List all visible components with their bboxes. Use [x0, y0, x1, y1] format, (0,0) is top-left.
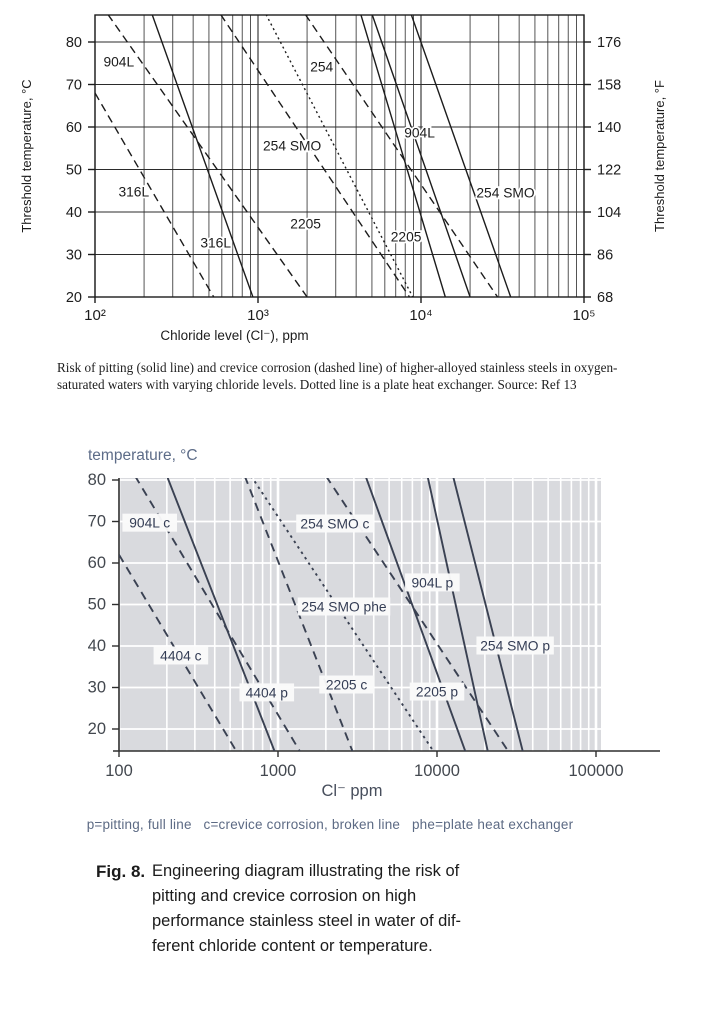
- series-254-smo-crevice: [304, 15, 499, 297]
- chart-title: temperature, °C: [88, 447, 198, 464]
- y-tick-label-right: 158: [597, 78, 621, 94]
- top-corrosion-chart: 80 176 70 158 60 140 50 122 40 104 30 86 20 68 10² 10³ 1…: [19, 14, 667, 343]
- y-tick-label: 20: [88, 720, 106, 738]
- label-chip: [122, 513, 178, 532]
- grid: [94, 15, 585, 298]
- top-caption-line1: Risk of pitting (solid line) and crevice…: [57, 360, 618, 375]
- line-label: 4404 c: [160, 648, 202, 663]
- y-tick-label-right: 104: [597, 205, 621, 221]
- series-group: [95, 15, 512, 297]
- x-tick-label: 100000: [568, 762, 623, 780]
- series-254-smo-plate-heat-exchanger: [265, 15, 414, 297]
- line-label: 904L p: [412, 575, 454, 590]
- series-316l-crevice: [95, 92, 215, 297]
- plot-border: [94, 14, 585, 298]
- line-label: 254: [310, 60, 333, 75]
- x-tick-label: 100: [105, 762, 133, 780]
- line-label: 4404 p: [246, 685, 289, 700]
- line-label: 2205: [391, 230, 422, 245]
- figure-caption-line: pitting and crevice corrosion on high: [152, 887, 417, 905]
- y-tick-label-right: 140: [597, 120, 621, 136]
- y-tick-label-right: 68: [597, 290, 613, 306]
- line-label: 2205 c: [326, 678, 368, 693]
- x-tick-label: 1000: [260, 762, 297, 780]
- y-tick-label: 70: [66, 78, 82, 94]
- line-label: 904L: [404, 125, 435, 140]
- series-254-smo-pitting: [410, 15, 512, 297]
- series-2205-crevice: [220, 15, 411, 297]
- line-label: 254 SMO: [263, 139, 322, 154]
- x-axis-title: Chloride level (Cl⁻), ppm: [160, 328, 308, 343]
- series-2205-pitting: [371, 15, 471, 297]
- line-label: 2205 p: [416, 685, 459, 700]
- x-tick-label: 10³: [247, 307, 269, 324]
- y-axis-title-left: Threshold temperature, °C: [19, 79, 34, 232]
- top-chart-caption: Risk of pitting (solid line) and crevice…: [57, 360, 663, 394]
- label-chip: [405, 573, 460, 592]
- label-chip: [476, 636, 554, 655]
- line-label: 254 SMO: [476, 185, 535, 200]
- series-904l-crevice: [107, 15, 308, 297]
- figure-caption-line: Engineering diagram illustrating the ris…: [152, 862, 460, 880]
- x-axis-title: Cl⁻ ppm: [322, 782, 383, 800]
- y-tick-label: 30: [88, 679, 106, 697]
- y-tick-label-right: 122: [597, 163, 621, 179]
- label-chip: [297, 597, 391, 616]
- y-tick-label: 40: [66, 205, 82, 221]
- figure-caption-text: Engineering diagram illustrating the ris…: [152, 859, 461, 959]
- line-label: 254 SMO phe: [301, 599, 386, 614]
- line-label: 316L: [118, 185, 149, 200]
- y-tick-label: 20: [66, 290, 82, 306]
- line-label: 2205: [290, 216, 321, 231]
- series-904l-c: [135, 478, 301, 751]
- top-caption-line2: saturated waters with varying chloride l…: [57, 376, 577, 392]
- y-tick-label: 60: [88, 554, 106, 572]
- y-axis-title-right: Threshold temperature, °F: [652, 80, 667, 232]
- figure-caption-line: performance stainless steel in water of …: [152, 912, 462, 930]
- figure-caption-line: ferent chloride content or temperature.: [152, 937, 433, 955]
- y-tick-label-right: 176: [597, 35, 621, 51]
- y-tick-label: 80: [66, 35, 82, 51]
- series-4404-p: [166, 478, 276, 751]
- line-label: 904L: [103, 54, 134, 69]
- series-904l-pitting: [360, 15, 446, 297]
- ticks: 80 70 60 50 40 30 20 100 1000 10000 100000: [88, 471, 624, 780]
- label-chip: [239, 683, 295, 702]
- label-chip: [153, 646, 209, 665]
- label-chip: [296, 514, 374, 533]
- line-label: 316L: [200, 236, 231, 251]
- bottom-corrosion-chart: 80 70 60 50 40 30 20 100 1000 10000 100000 temperat…: [88, 447, 660, 800]
- series-316l-pitting: [151, 15, 254, 297]
- y-tick-label: 50: [88, 596, 106, 614]
- line-labels: 904L c 254 SMO c 254 SMO phe 904L p 254 SMO …: [122, 513, 554, 702]
- figure-number: Fig. 8.: [96, 862, 146, 881]
- x-tick-label: 10⁴: [409, 307, 432, 324]
- ticks: 80 176 70 158 60 140 50 122 40 104 30 86 20 68 10² 10³ 1…: [66, 35, 621, 324]
- y-tick-label: 60: [66, 120, 82, 136]
- line-label: 254 SMO p: [480, 639, 550, 654]
- y-tick-label: 70: [88, 513, 106, 531]
- y-tick-label: 40: [88, 637, 106, 655]
- series-254-smo-c: [326, 478, 510, 751]
- label-chip: [409, 682, 465, 701]
- y-tick-label: 80: [88, 471, 106, 489]
- y-tick-label: 30: [66, 248, 82, 264]
- y-tick-label: 50: [66, 163, 82, 179]
- line-label: 904L c: [129, 516, 170, 531]
- x-tick-label: 10⁵: [573, 307, 596, 324]
- series-254-smo-p: [452, 478, 524, 751]
- x-tick-label: 10000: [414, 762, 460, 780]
- label-chip: [319, 675, 374, 694]
- x-tick-label: 10²: [84, 307, 106, 324]
- series-904l-p: [365, 478, 467, 751]
- y-tick-label-right: 86: [597, 248, 613, 264]
- line-label: 254 SMO c: [300, 516, 369, 531]
- series-4404-c: [119, 554, 238, 751]
- bottom-chart-legend: p=pitting, full line c=crevice corrosion…: [86, 817, 574, 832]
- line-labels: 904L 254 254 SMO 904L 254 SMO 316L 316L 2205 220…: [102, 53, 537, 253]
- figure-caption: Fig. 8. Engineering diagram illustrating…: [96, 859, 526, 959]
